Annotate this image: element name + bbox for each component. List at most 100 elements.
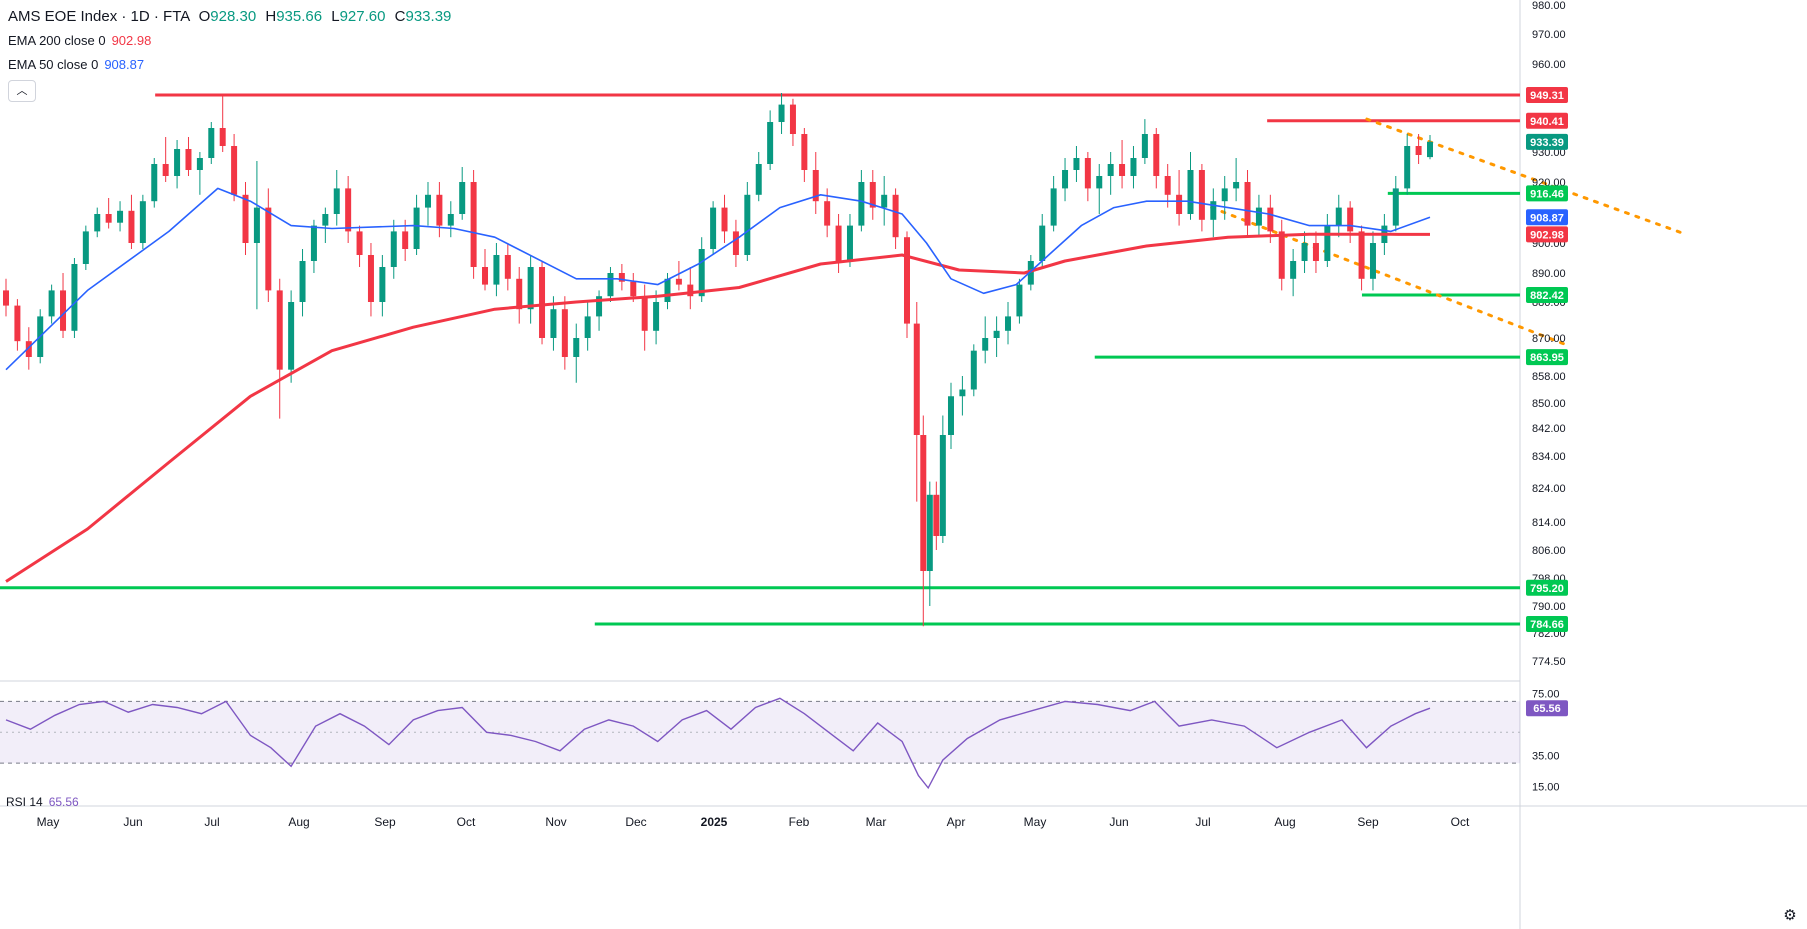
candle-body [1301,243,1308,261]
price-tick-label: 870.00 [1532,333,1566,345]
close-value: 933.39 [405,8,452,25]
rsi-line [5,697,1431,790]
candle-body [1347,207,1354,232]
candle-body [1107,164,1114,176]
candles [3,93,1433,627]
candle-body [1369,243,1376,279]
candle-body [208,128,215,158]
time-tick-label: Jun [1109,815,1128,829]
candle-body [1005,316,1012,331]
price-tick-label: 806.00 [1532,545,1566,557]
price-tick-label: 930.00 [1532,147,1566,159]
candle-body [550,309,557,338]
candle-body [504,255,511,279]
candle-body [539,267,546,338]
price-tick-label: 858.00 [1532,371,1566,383]
high-value: 935.66 [276,8,323,25]
price-badge-label: 882.42 [1530,290,1564,302]
price-tick-label: 980.00 [1532,0,1566,12]
price-badge-label: 916.46 [1530,188,1564,200]
moving-averages [5,187,1431,583]
price-badge [1526,579,1568,596]
price-tick-label: 824.00 [1532,483,1566,495]
candle-body [493,255,500,285]
candle-body [105,214,112,223]
candle-body [607,273,614,297]
symbol-title[interactable]: AMS EOE Index · 1D · FTA [8,8,190,25]
candle-body [687,284,694,297]
candle-body [1073,158,1080,170]
collapse-legend-button[interactable]: ︿ [8,80,36,102]
price-tick-label: 774.50 [1532,656,1566,668]
candle-body [1267,207,1274,232]
candle-body [698,249,705,297]
candle-body [174,149,181,176]
candle-body [721,207,728,232]
candle-body [413,207,420,249]
price-badge-label: 902.98 [1530,229,1564,241]
candle-body [265,207,272,291]
ema50-value: 908.87 [104,57,145,72]
time-tick-label: Mar [866,815,887,829]
horizontal-levels[interactable] [0,93,1520,626]
rsi-tick-label: 75.00 [1532,689,1560,701]
candle-body [1039,225,1046,261]
time-tick-label: Jul [204,815,219,829]
candle-body [482,267,489,285]
candle-body [48,290,55,317]
price-badge-label: 933.39 [1530,137,1564,149]
price-badge-label: 949.31 [1530,90,1564,102]
rsi-legend[interactable]: RSI 14 65.56 [6,795,79,809]
settings-button[interactable]: ⚙ [1781,907,1799,925]
open-value: 928.30 [210,8,257,25]
ema50-legend[interactable]: EMA 50 close 0 908.87 [8,57,144,72]
price-tick-label: 842.00 [1532,423,1566,435]
candle-body [630,281,637,297]
candle-body [231,146,238,195]
open-key: O [198,8,211,25]
time-tick-label: Aug [1274,815,1295,829]
candle-body [939,435,946,536]
price-badges: 949.31 940.41 933.39 916.46 908.87 902.98 882.… [1526,87,1568,717]
candle-body [824,201,831,226]
rsi-badge-label: 65.56 [1533,703,1561,715]
candle-body [778,104,785,122]
time-axis[interactable]: May Jun Jul Aug Sep Oct Nov Dec 2025 Feb Mar Apr May… [37,815,1470,829]
candle-body [1233,182,1240,189]
candle-body [710,207,717,249]
candle-body [664,278,671,302]
high-key: H [265,8,277,25]
candle-body [128,210,135,243]
close-key: C [394,8,406,25]
price-badge [1526,185,1568,202]
price-tick-label: 834.00 [1532,451,1566,463]
candle-body [219,128,226,146]
rsi-pane: 75.00 35.00 15.00 [0,689,1560,793]
candle-body [516,278,523,310]
ema200-line [5,232,1431,583]
price-tick-label: 790.00 [1532,601,1566,613]
candle-body [1312,243,1319,261]
time-tick-label: Jun [123,815,142,829]
ema200-legend[interactable]: EMA 200 close 0 902.98 [8,33,151,48]
time-tick-label: Aug [288,815,309,829]
low-key: L [331,8,340,25]
candle-body [1290,261,1297,279]
candle-body [356,231,363,255]
candle-body [25,341,32,357]
candle-body [3,290,9,306]
trendlines[interactable] [1210,117,1688,346]
trendline [1365,117,1688,236]
candle-body [1324,225,1331,261]
time-tick-label: Oct [457,815,476,829]
price-tick-label: 970.00 [1532,29,1566,41]
candle-body [1050,188,1057,226]
rsi-tick-label: 35.00 [1532,750,1560,762]
candle-body [596,296,603,317]
time-tick-label: 2025 [701,815,728,829]
price-badge-label: 940.41 [1530,116,1564,128]
candle-body [310,225,317,261]
price-badge [1526,209,1568,226]
